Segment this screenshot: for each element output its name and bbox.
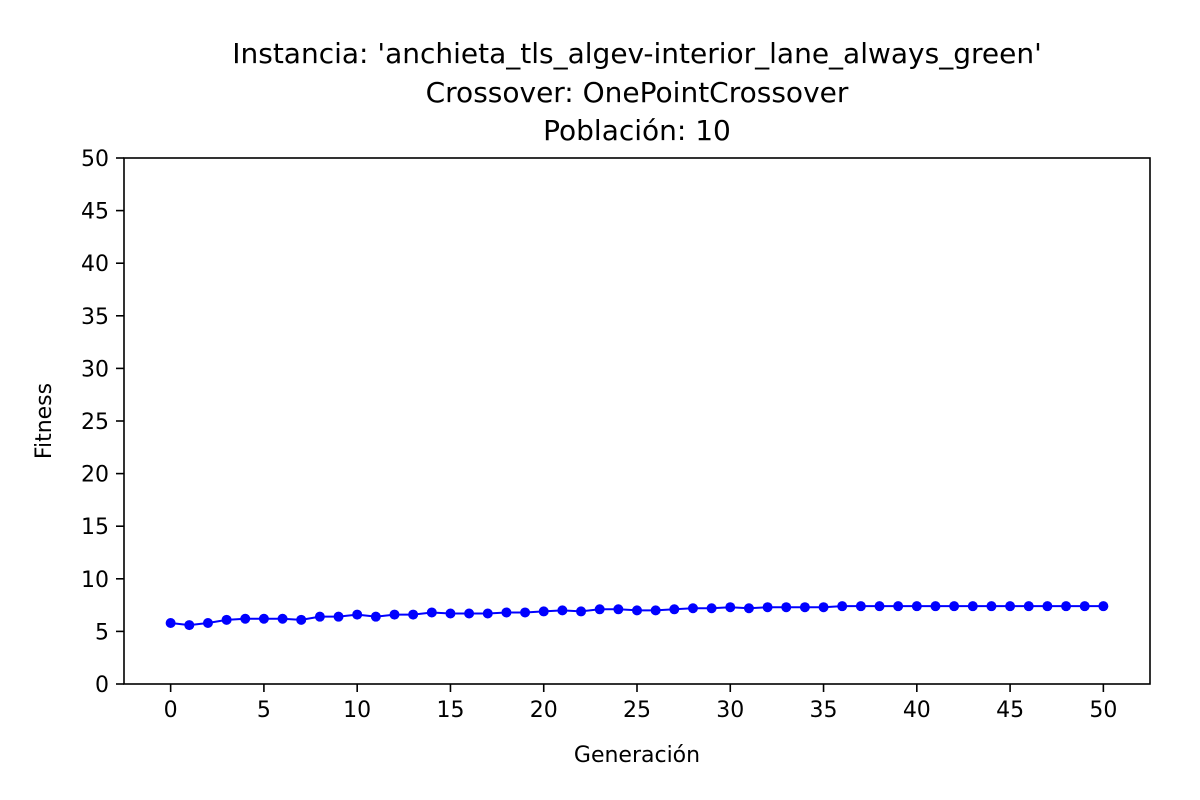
data-point <box>930 601 941 612</box>
data-point <box>277 613 288 624</box>
x-tick-label: 40 <box>903 698 931 723</box>
y-tick-label: 15 <box>81 515 109 540</box>
chart-title-line-3: Población: 10 <box>543 114 731 147</box>
x-tick-label: 50 <box>1089 698 1117 723</box>
data-point <box>669 604 680 615</box>
data-point <box>464 608 475 619</box>
data-point <box>855 601 866 612</box>
data-point <box>538 606 549 617</box>
x-tick-label: 45 <box>996 698 1024 723</box>
x-axis-ticks: 0 5 10 15 20 25 30 35 40 45 50 <box>164 684 1117 723</box>
data-point <box>986 601 997 612</box>
plot-frame <box>123 157 1151 685</box>
data-point <box>426 607 437 618</box>
data-point <box>1005 601 1016 612</box>
data-point <box>389 609 400 620</box>
data-point <box>1079 601 1090 612</box>
y-axis-ticks: 0 5 10 15 20 25 30 35 40 45 50 <box>81 147 124 698</box>
data-point <box>874 601 885 612</box>
data-point <box>911 601 922 612</box>
chart-title-line-2: Crossover: OnePointCrossover <box>426 76 849 109</box>
data-point <box>1023 601 1034 612</box>
y-tick-label: 40 <box>81 252 109 277</box>
data-point <box>482 608 493 619</box>
data-point <box>893 601 904 612</box>
data-point <box>818 602 829 613</box>
data-point <box>725 602 736 613</box>
data-point <box>202 617 213 628</box>
y-tick-label: 10 <box>81 568 109 593</box>
x-tick-label: 5 <box>257 698 271 723</box>
data-point <box>520 607 531 618</box>
y-axis-label: Fitness <box>32 383 57 459</box>
x-tick-label: 15 <box>436 698 464 723</box>
data-point <box>576 606 587 617</box>
data-point <box>240 613 251 624</box>
y-tick-label: 20 <box>81 463 109 488</box>
data-point <box>967 601 978 612</box>
data-point <box>184 620 195 631</box>
data-point <box>165 617 176 628</box>
data-point <box>501 607 512 618</box>
data-point <box>762 602 773 613</box>
y-tick-label: 30 <box>81 357 109 382</box>
data-point <box>687 603 698 614</box>
data-point <box>743 603 754 614</box>
y-tick-label: 45 <box>81 200 109 225</box>
y-tick-label: 50 <box>81 147 109 172</box>
data-point <box>650 605 661 616</box>
data-point <box>632 605 642 616</box>
data-point <box>706 603 717 614</box>
data-point <box>352 609 363 620</box>
data-point <box>1061 601 1072 612</box>
data-point <box>408 609 419 620</box>
x-tick-label: 20 <box>530 698 558 723</box>
data-point <box>333 611 344 622</box>
data-point <box>949 601 960 612</box>
y-tick-label: 0 <box>95 673 109 698</box>
data-point <box>837 601 848 612</box>
data-point <box>594 604 605 615</box>
data-point <box>296 614 307 625</box>
data-point <box>1098 601 1109 612</box>
x-tick-label: 30 <box>716 698 744 723</box>
chart-title-line-1: Instancia: 'anchieta_tls_algev-interior_… <box>232 37 1042 70</box>
y-tick-label: 25 <box>81 410 109 435</box>
x-tick-label: 0 <box>164 698 178 723</box>
data-point <box>314 611 325 622</box>
data-point <box>445 608 456 619</box>
data-point <box>221 614 232 625</box>
x-tick-label: 25 <box>623 698 651 723</box>
data-point <box>557 605 568 616</box>
data-point <box>258 613 269 624</box>
y-tick-label: 35 <box>81 305 109 330</box>
x-tick-label: 35 <box>810 698 838 723</box>
data-point <box>370 611 381 622</box>
y-tick-label: 5 <box>95 620 109 645</box>
plot-area <box>165 601 1109 631</box>
data-point <box>799 602 810 613</box>
x-tick-label: 10 <box>343 698 371 723</box>
x-axis-label: Generación <box>574 743 700 768</box>
data-point <box>1042 601 1053 612</box>
data-point <box>781 602 792 613</box>
data-point <box>613 604 624 615</box>
